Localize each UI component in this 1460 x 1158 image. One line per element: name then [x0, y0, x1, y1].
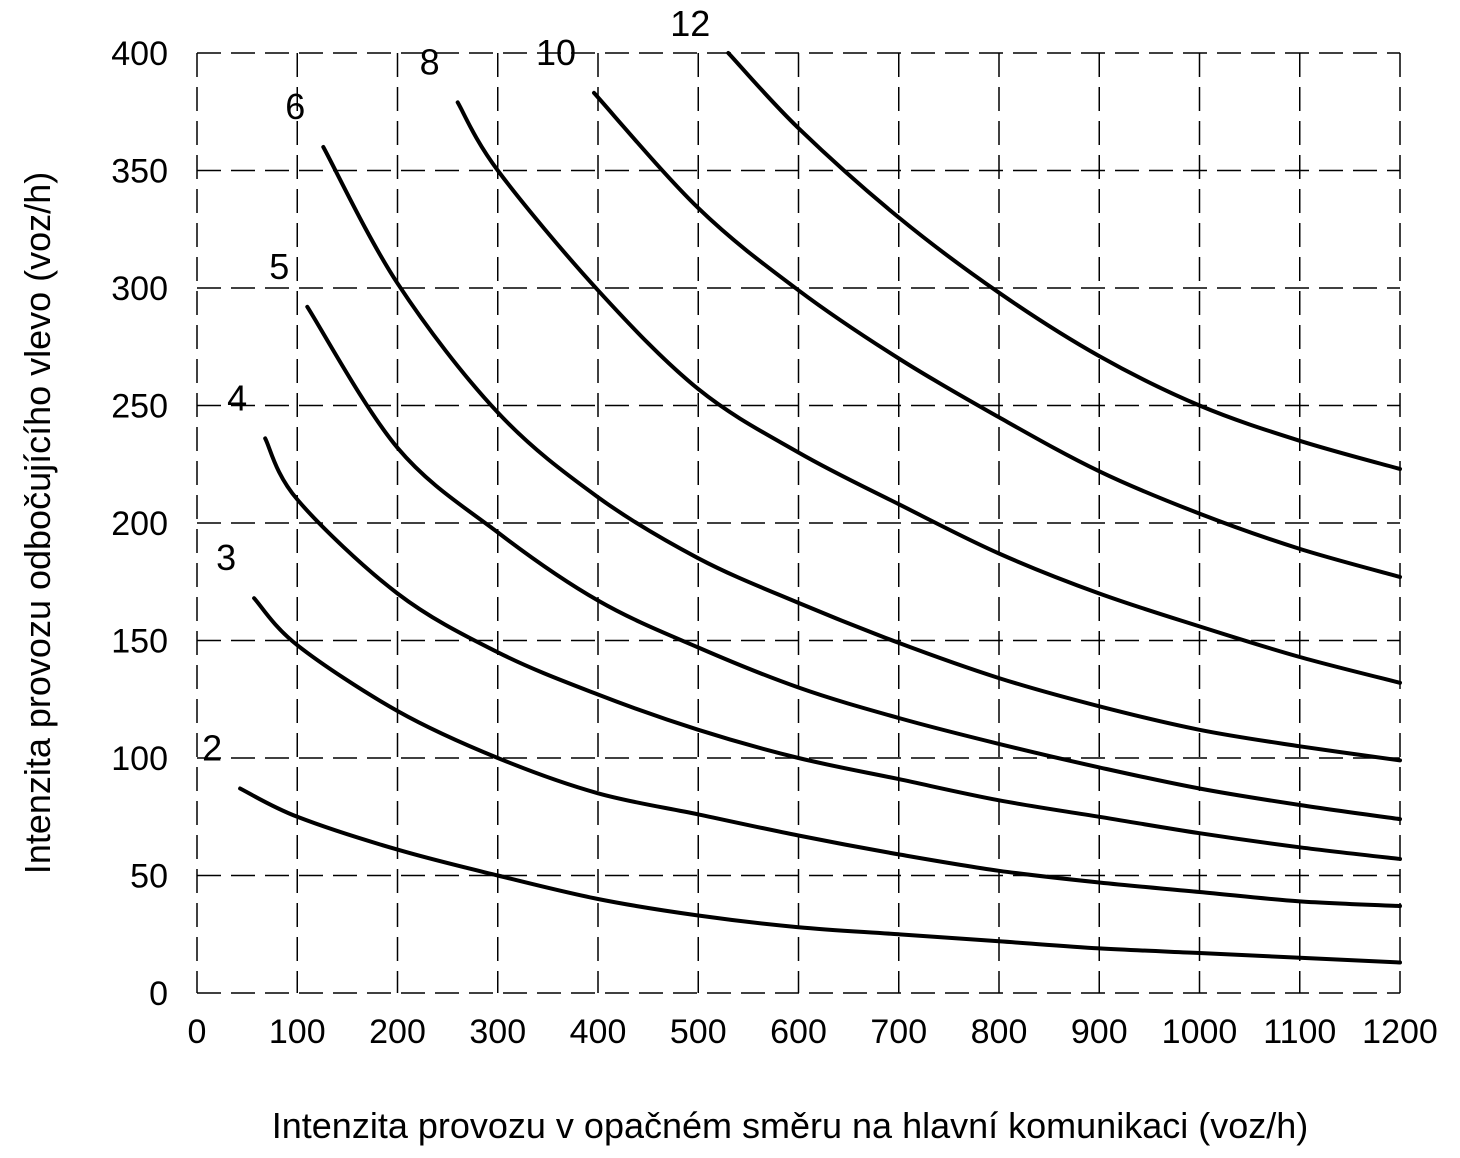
y-tick-label: 100: [111, 740, 168, 778]
x-tick-label: 200: [369, 1013, 426, 1051]
curve-3: [252, 596, 1402, 908]
curve-10: [592, 90, 1402, 579]
curve-4: [263, 436, 1402, 861]
x-tick-label: 800: [971, 1013, 1028, 1051]
curve-label-10: 10: [536, 32, 576, 73]
x-tick-label: 600: [770, 1013, 827, 1051]
curve-label-4: 4: [227, 377, 247, 418]
x-tick-label: 500: [670, 1013, 727, 1051]
x-tick-labels: 0 100 200 300 400 500 600 700 800 900 1000 1100 1200: [188, 1013, 1438, 1051]
x-tick-label: 700: [870, 1013, 927, 1051]
curve-label-2: 2: [202, 728, 222, 769]
x-axis-title: Intenzita provozu v opačném směru na hla…: [272, 1105, 1309, 1146]
curve-label-3: 3: [216, 537, 236, 578]
x-tick-label: 1000: [1162, 1013, 1238, 1051]
curve-label-8: 8: [420, 41, 440, 82]
x-tick-label: 1100: [1263, 1013, 1336, 1051]
y-tick-label: 0: [149, 975, 168, 1013]
x-tick-label: 900: [1071, 1013, 1128, 1051]
x-tick-label: 100: [269, 1013, 326, 1051]
y-tick-label: 200: [111, 505, 168, 543]
x-tick-label: 300: [469, 1013, 526, 1051]
curve-label-5: 5: [269, 246, 289, 287]
curve-2: [238, 786, 1402, 965]
y-tick-label: 250: [111, 388, 168, 426]
y-tick-label: 50: [130, 858, 168, 896]
x-tick-label: 400: [570, 1013, 627, 1051]
curve-6: [321, 145, 1402, 763]
curve-5: [305, 304, 1402, 822]
x-tick-label: 1200: [1362, 1013, 1438, 1051]
y-tick-labels: 0 50 100 150 200 250 300 350 400: [111, 35, 168, 1013]
x-tick-label: 0: [188, 1013, 207, 1051]
curve-12: [726, 51, 1402, 471]
curves: [238, 51, 1402, 965]
curve-labels: 2 3 4 5 6 8 10 12: [202, 3, 710, 769]
y-tick-label: 400: [111, 35, 168, 73]
y-tick-label: 150: [111, 623, 168, 661]
curve-label-6: 6: [285, 86, 305, 127]
curve-label-12: 12: [670, 3, 710, 44]
curve-8: [455, 100, 1402, 685]
y-tick-label: 300: [111, 270, 168, 308]
y-tick-label: 350: [111, 153, 168, 191]
y-axis-title: Intenzita provozu odbočujícího vlevo (vo…: [17, 172, 58, 874]
